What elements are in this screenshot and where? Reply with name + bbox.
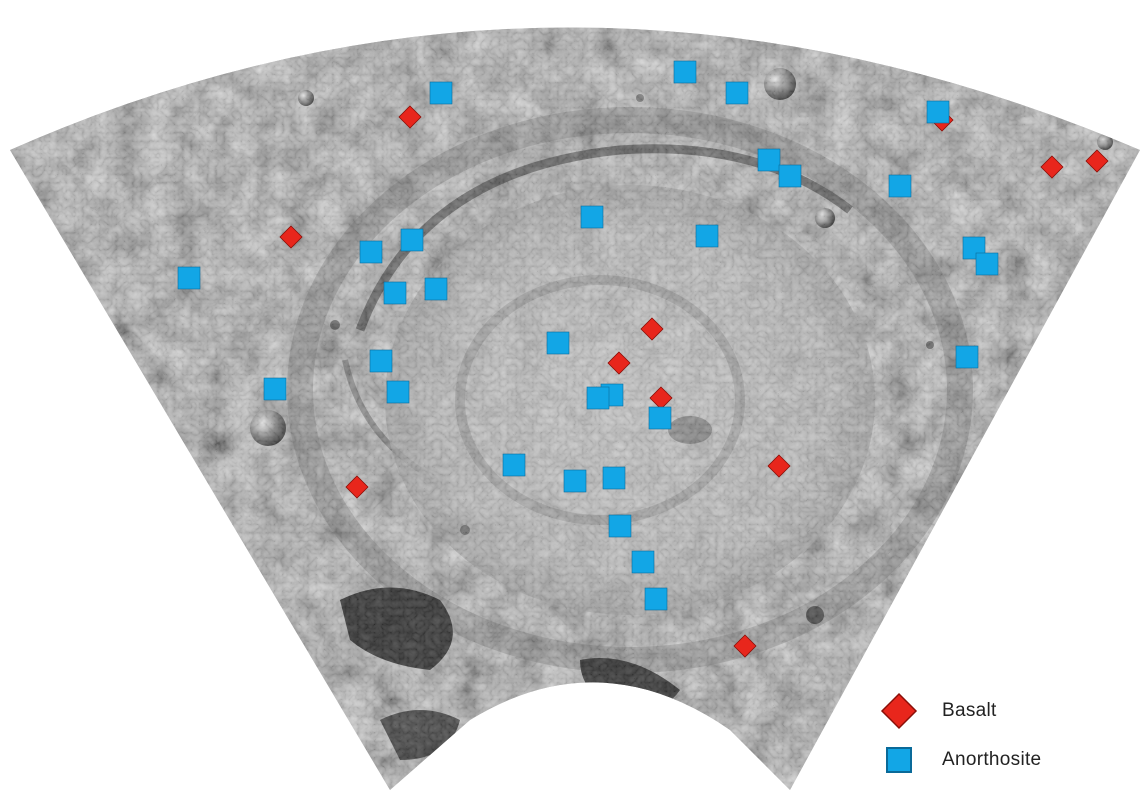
anorthosite-marker bbox=[926, 100, 950, 124]
legend-item-basalt: Basalt bbox=[880, 692, 997, 730]
anorthosite-marker bbox=[631, 550, 655, 574]
anorthosite-marker bbox=[429, 81, 453, 105]
basalt-marker bbox=[398, 105, 422, 129]
basalt-marker bbox=[767, 454, 791, 478]
anorthosite-marker bbox=[586, 386, 610, 410]
basalt-marker bbox=[345, 475, 369, 499]
anorthosite-marker bbox=[602, 466, 626, 490]
anorthosite-marker bbox=[975, 252, 999, 276]
anorthosite-marker bbox=[648, 406, 672, 430]
legend-label-anorthosite: Anorthosite bbox=[942, 749, 1042, 770]
anorthosite-legend-square-icon bbox=[886, 747, 912, 773]
anorthosite-marker bbox=[608, 514, 632, 538]
anorthosite-marker bbox=[383, 281, 407, 305]
legend-item-anorthosite: Anorthosite bbox=[884, 745, 1041, 775]
anorthosite-marker bbox=[644, 587, 668, 611]
anorthosite-marker bbox=[369, 349, 393, 373]
anorthosite-marker bbox=[725, 81, 749, 105]
basalt-marker bbox=[1040, 155, 1064, 179]
anorthosite-marker bbox=[673, 60, 697, 84]
anorthosite-marker bbox=[580, 205, 604, 229]
basalt-marker bbox=[640, 317, 664, 341]
anorthosite-marker bbox=[424, 277, 448, 301]
basalt-marker bbox=[607, 351, 631, 375]
basalt-marker bbox=[279, 225, 303, 249]
anorthosite-marker bbox=[695, 224, 719, 248]
basalt-marker bbox=[1085, 149, 1109, 173]
anorthosite-marker bbox=[563, 469, 587, 493]
anorthosite-marker bbox=[263, 377, 287, 401]
anorthosite-marker bbox=[386, 380, 410, 404]
anorthosite-marker bbox=[359, 240, 383, 264]
anorthosite-marker bbox=[177, 266, 201, 290]
anorthosite-marker bbox=[955, 345, 979, 369]
anorthosite-marker bbox=[502, 453, 526, 477]
anorthosite-marker bbox=[778, 164, 802, 188]
anorthosite-marker bbox=[400, 228, 424, 252]
anorthosite-marker bbox=[757, 148, 781, 172]
basalt-marker bbox=[733, 634, 757, 658]
anorthosite-markers bbox=[177, 60, 999, 611]
legend-label-basalt: Basalt bbox=[942, 700, 997, 721]
anorthosite-marker bbox=[546, 331, 570, 355]
basalt-legend-diamond-icon bbox=[880, 692, 918, 730]
anorthosite-marker bbox=[888, 174, 912, 198]
